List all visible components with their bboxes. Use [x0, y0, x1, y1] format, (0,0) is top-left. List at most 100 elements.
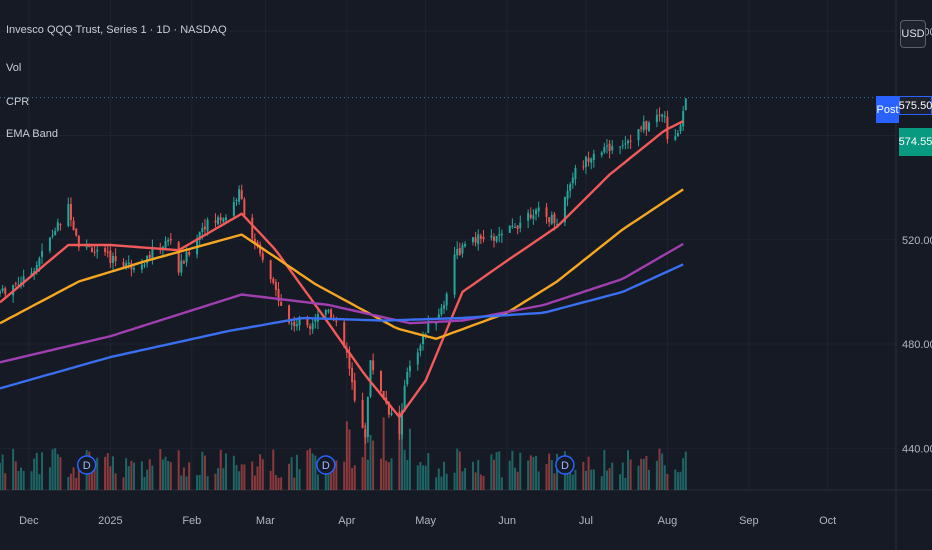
candle-body	[251, 217, 254, 239]
candle-body	[75, 228, 78, 236]
candle-body	[111, 255, 114, 263]
volume-bar	[222, 468, 225, 490]
x-tick-label: Dec	[19, 515, 39, 527]
candle-body	[30, 272, 33, 276]
volume-bar	[427, 453, 430, 490]
candle-body	[93, 251, 96, 253]
volume-bar	[54, 448, 57, 490]
candle-body	[185, 252, 188, 263]
volume-bar	[666, 473, 669, 490]
volume-bar	[188, 462, 191, 490]
volume-bar	[327, 463, 330, 490]
candle-body	[169, 238, 172, 241]
volume-bar	[180, 475, 183, 490]
post-price-tag: 575.50	[899, 96, 932, 115]
volume-bar	[545, 464, 548, 490]
candle-body	[298, 317, 301, 326]
last-price-tag: 574.55	[899, 128, 932, 156]
volume-bar	[548, 453, 551, 490]
volume-bar	[603, 449, 606, 490]
candle-body	[679, 125, 682, 132]
currency-button[interactable]: USD	[900, 20, 926, 48]
volume-bar	[492, 459, 495, 490]
candle-body	[574, 167, 577, 180]
volume-bar	[584, 470, 587, 490]
volume-bar	[416, 465, 419, 490]
candle-body	[608, 143, 611, 152]
x-tick-label: Apr	[338, 515, 355, 527]
volume-bar	[645, 455, 648, 490]
x-tick-label: Mar	[256, 515, 275, 527]
candle-body	[277, 288, 280, 302]
candle-body	[569, 184, 572, 191]
volume-bar	[387, 462, 390, 490]
x-tick-label: Jun	[498, 515, 516, 527]
volume-bar	[114, 473, 117, 490]
candle-body	[293, 321, 296, 327]
candle-body	[532, 215, 535, 220]
candle-body	[311, 323, 314, 330]
candle-body	[498, 234, 501, 236]
candle-body	[85, 245, 88, 248]
volume-bar	[295, 454, 298, 490]
volume-bar	[537, 471, 540, 490]
candle-body	[461, 245, 464, 254]
ema-line-50	[0, 188, 684, 340]
volume-bar	[419, 461, 422, 490]
candle-body	[133, 267, 136, 270]
volume-bar	[51, 449, 54, 490]
candle-body	[203, 226, 206, 230]
volume-bar	[379, 458, 382, 490]
indicator-ema-band[interactable]: EMA Band	[6, 128, 58, 140]
volume-bar	[77, 465, 80, 490]
candle-body	[238, 189, 241, 202]
candle-body	[69, 203, 72, 220]
candle-body	[54, 230, 57, 236]
volume-bar	[224, 453, 227, 490]
indicator-vol[interactable]: Vol	[6, 62, 22, 74]
volume-bar	[637, 465, 640, 490]
candle-body	[642, 121, 645, 131]
volume-bar	[274, 475, 277, 490]
volume-bar	[48, 467, 51, 490]
candle-body	[335, 320, 338, 322]
volume-bar	[574, 469, 577, 490]
volume-bar	[96, 457, 99, 490]
x-tick-label: Oct	[819, 515, 836, 527]
volume-bar	[93, 465, 96, 490]
volume-bar	[390, 458, 393, 490]
volume-bar	[159, 449, 162, 490]
volume-bar	[676, 472, 679, 490]
volume-bar	[382, 417, 385, 490]
volume-bar	[464, 468, 467, 490]
candle-body	[17, 284, 20, 286]
volume-bar	[498, 451, 501, 490]
volume-bar	[611, 462, 614, 490]
candle-body	[390, 412, 393, 416]
candle-body	[600, 152, 603, 156]
candle-body	[122, 262, 125, 267]
candle-body	[566, 190, 569, 200]
indicator-cpr[interactable]: CPR	[6, 96, 30, 108]
volume-bar	[590, 469, 593, 490]
candle-body	[611, 146, 614, 151]
candle-body	[398, 411, 401, 434]
candle-body	[217, 217, 220, 225]
volume-bar	[569, 456, 572, 490]
volume-bar	[519, 452, 522, 490]
volume-bar	[324, 470, 327, 490]
volume-bar	[127, 466, 130, 490]
volume-bar	[59, 457, 62, 490]
candle-body	[201, 227, 204, 233]
candle-body	[477, 234, 480, 245]
volume-bar	[435, 477, 438, 490]
volume-bar	[214, 473, 217, 490]
volume-bar	[148, 459, 151, 490]
volume-bar	[516, 471, 519, 490]
volume-bar	[140, 461, 143, 490]
volume-bar	[458, 451, 461, 490]
volume-bar	[532, 457, 535, 490]
candle-body	[553, 213, 556, 224]
volume-bar	[1, 454, 4, 490]
